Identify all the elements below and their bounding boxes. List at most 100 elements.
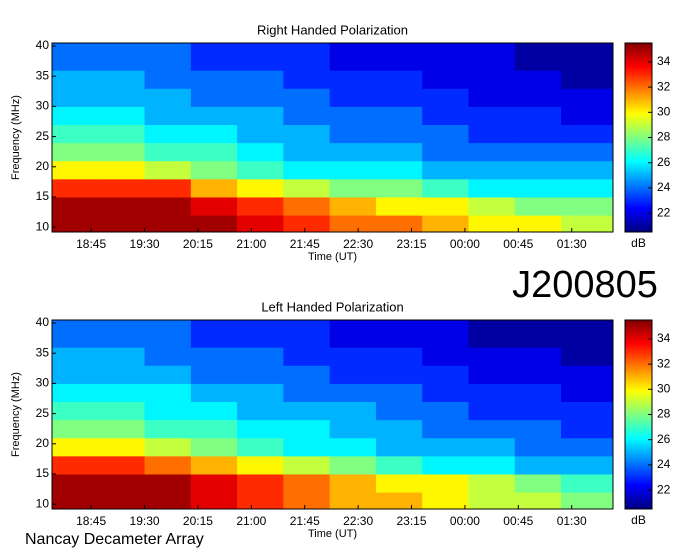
heatmap-cell [329,160,377,180]
heatmap-cell [237,142,284,162]
heatmap-cell [190,142,238,162]
heatmap-cell [98,473,146,493]
heatmap-cell [52,365,99,384]
heatmap-cell [98,160,146,180]
x-tick-label: 00:45 [503,237,533,251]
heatmap-cell [144,142,192,162]
heatmap-cell [52,401,99,421]
heatmap-cell [329,88,377,107]
heatmap-cell [237,43,284,71]
heatmap-cell [283,419,331,439]
heatmap-cell [375,365,423,384]
heatmap-cell [283,196,331,216]
heatmap-cell [561,106,614,126]
x-tick-label: 01:30 [557,514,587,528]
y-tick-label: 10 [36,219,50,233]
heatmap-cell [561,70,614,89]
heatmap-cell [329,419,377,439]
y-tick-label: 25 [36,406,50,420]
heatmap-cell [422,196,469,216]
x-axis-label: Time (UT) [308,528,357,540]
x-tick-label: 00:00 [450,514,480,528]
colorbar-tick-label: 22 [657,205,671,219]
heatmap-cell [514,124,562,144]
heatmap-cell [329,106,377,126]
y-tick-label: 40 [36,315,50,329]
heatmap-cell [98,88,146,107]
heatmap-cell [468,419,516,439]
heatmap-cell [561,347,614,366]
heatmap-cell [98,419,146,439]
heatmap-cell [468,124,516,144]
heatmap-cell [144,320,192,348]
heatmap-cell [237,437,284,457]
heatmap-cell [237,347,284,366]
heatmap-cell [144,347,192,366]
heatmap-cell [422,88,469,107]
heatmap-cell [375,383,423,403]
heatmap-cell [283,365,331,384]
heatmap-cell [422,419,469,439]
y-tick-label: 30 [36,376,50,390]
heatmap-cell [190,215,238,233]
heatmap-cell [52,473,99,493]
heatmap-cell [422,124,469,144]
heatmap-cell [283,160,331,180]
heatmap-cell [514,43,562,71]
heatmap-cell [422,401,469,421]
heatmap-cell [52,215,99,233]
x-tick-label: 00:00 [450,237,480,251]
heatmap-cell [561,492,614,510]
heatmap-cell [144,88,192,107]
heatmap-cell [237,455,284,475]
heatmap-cell [375,178,423,198]
heatmap-cell [190,419,238,439]
heatmap-cell [514,492,562,510]
heatmap-cell [190,437,238,457]
heatmap-cell [514,70,562,89]
heatmap-cell [561,160,614,180]
colorbar-tick-label: 28 [657,130,671,144]
heatmap-cell [561,473,614,493]
heatmap-cell [329,383,377,403]
heatmap-cell [422,347,469,366]
heatmap-cell [468,106,516,126]
colorbar-tick-label: 32 [657,79,671,93]
heatmap-cell [190,383,238,403]
heatmap-cell [98,106,146,126]
x-tick-label: 20:15 [183,514,213,528]
heatmap-cell [561,215,614,233]
x-tick-label: 21:45 [290,237,320,251]
heatmap-cell [283,401,331,421]
heatmap-cell [283,347,331,366]
heatmap-cell [144,196,192,216]
heatmap-cell [468,492,516,510]
heatmap-cell [514,178,562,198]
y-tick-label: 25 [36,129,50,143]
heatmap-cell [283,106,331,126]
heatmap-cell [144,437,192,457]
heatmap-cell [375,70,423,89]
heatmap-cell [329,455,377,475]
heatmap-cell [468,437,516,457]
heatmap-cell [422,43,469,71]
heatmap-cell [468,383,516,403]
heatmap-cell [98,365,146,384]
colorbar-tick-label: 26 [657,432,671,446]
x-tick-label: 21:45 [290,514,320,528]
heatmap-cell [561,142,614,162]
heatmap-cell [514,196,562,216]
heatmap-cell [468,365,516,384]
heatmap-cell [561,320,614,348]
heatmap-cell [190,160,238,180]
heatmap-cell [329,347,377,366]
heatmap-cell [375,437,423,457]
heatmap-cell [468,88,516,107]
heatmap-cell [422,320,469,348]
heatmap-cell [514,419,562,439]
heatmap-cell [52,88,99,107]
colorbar [624,319,653,510]
heatmap-cell [144,106,192,126]
heatmap-cell [144,455,192,475]
heatmap-cell [190,455,238,475]
